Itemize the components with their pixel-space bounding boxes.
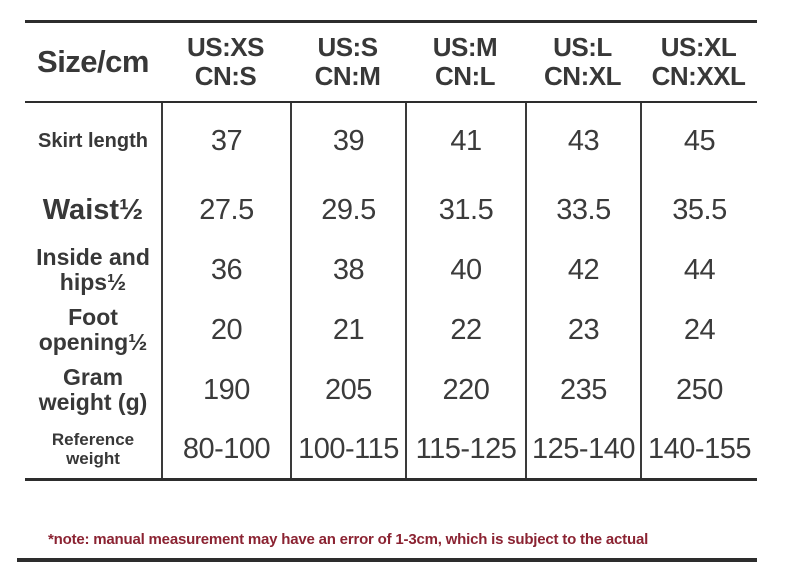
row-label: Waist½ xyxy=(42,193,144,226)
value-cell: 37 xyxy=(161,103,290,180)
value-cell: 38 xyxy=(290,240,405,300)
us-size-label: US:L xyxy=(553,31,612,62)
value-cell: 41 xyxy=(405,103,525,180)
measurement-note: *note: manual measurement may have an er… xyxy=(48,492,698,584)
row-label: Gram weight (g) xyxy=(38,364,148,415)
value-cell: 22 xyxy=(405,300,525,360)
table-row-skirt-length: Skirt length 37 39 41 43 45 xyxy=(25,103,757,180)
row-label: Inside and hips½ xyxy=(36,244,150,295)
column-header-m: US:M CN:L xyxy=(405,23,525,101)
value-cell: 35.5 xyxy=(640,180,757,240)
note-line: *note: manual measurement may have an er… xyxy=(48,531,649,548)
value-cell: 43 xyxy=(525,103,640,180)
value-cell: 140-155 xyxy=(640,420,757,478)
value-cell: 80-100 xyxy=(161,420,290,478)
us-size-label: US:XS xyxy=(187,31,264,62)
cn-size-label: CN:S xyxy=(194,61,257,91)
value-cell: 24 xyxy=(640,300,757,360)
table-row-gram-weight: Gram weight (g) 190 205 220 235 250 xyxy=(25,360,757,420)
value-cell: 190 xyxy=(161,360,290,420)
table-row-inside-hips: Inside and hips½ 36 38 40 42 44 xyxy=(25,240,757,300)
us-size-label: US:S xyxy=(317,31,378,62)
value-cell: 235 xyxy=(525,360,640,420)
size-table: Size/cm US:XS CN:S US:S CN:M US:M CN:L U… xyxy=(25,20,757,481)
value-cell: 21 xyxy=(290,300,405,360)
us-size-label: US:M xyxy=(432,31,498,62)
value-cell: 220 xyxy=(405,360,525,420)
cn-size-label: CN:XL xyxy=(544,61,621,91)
value-cell: 39 xyxy=(290,103,405,180)
value-cell: 44 xyxy=(640,240,757,300)
table-row-foot-opening: Foot opening½ 20 21 22 23 24 xyxy=(25,300,757,360)
column-header-s: US:S CN:M xyxy=(290,23,405,101)
column-header-xs: US:XS CN:S xyxy=(161,23,290,101)
column-header-xl: US:XL CN:XXL xyxy=(640,23,757,101)
cn-size-label: CN:XXL xyxy=(651,61,746,91)
value-cell: 100-115 xyxy=(290,420,405,478)
table-corner-label: Size/cm xyxy=(37,43,149,79)
value-cell: 33.5 xyxy=(525,180,640,240)
value-cell: 250 xyxy=(640,360,757,420)
row-label: Foot opening½ xyxy=(38,304,148,355)
us-size-label: US:XL xyxy=(660,31,737,62)
value-cell: 36 xyxy=(161,240,290,300)
table-header-row: Size/cm US:XS CN:S US:S CN:M US:M CN:L U… xyxy=(25,23,757,103)
cn-size-label: CN:L xyxy=(434,61,496,91)
value-cell: 40 xyxy=(405,240,525,300)
value-cell: 45 xyxy=(640,103,757,180)
value-cell: 20 xyxy=(161,300,290,360)
value-cell: 29.5 xyxy=(290,180,405,240)
table-row-waist: Waist½ 27.5 29.5 31.5 33.5 35.5 xyxy=(25,180,757,240)
value-cell: 125-140 xyxy=(525,420,640,478)
value-cell: 42 xyxy=(525,240,640,300)
row-label: Reference weight xyxy=(51,429,135,468)
value-cell: 115-125 xyxy=(405,420,525,478)
cn-size-label: CN:M xyxy=(314,61,381,91)
value-cell: 23 xyxy=(525,300,640,360)
column-header-l: US:L CN:XL xyxy=(525,23,640,101)
table-row-reference-weight: Reference weight 80-100 100-115 115-125 … xyxy=(25,420,757,478)
value-cell: 27.5 xyxy=(161,180,290,240)
value-cell: 205 xyxy=(290,360,405,420)
value-cell: 31.5 xyxy=(405,180,525,240)
bottom-divider xyxy=(17,558,757,562)
row-label: Skirt length xyxy=(37,130,148,153)
